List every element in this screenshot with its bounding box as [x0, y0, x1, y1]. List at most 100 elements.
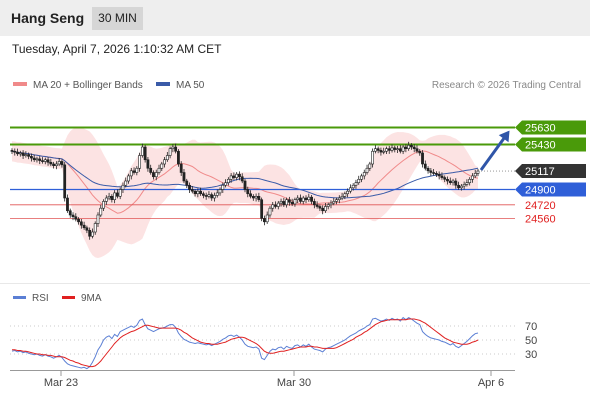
- candle-body: [268, 207, 272, 216]
- candle-body: [332, 201, 336, 204]
- candle-body: [371, 150, 374, 165]
- candle-body: [160, 163, 164, 169]
- candle-body: [321, 207, 325, 212]
- candle-body: [68, 210, 72, 216]
- level-label-25630: 25630: [525, 122, 556, 134]
- legend-ma20: MA 20 + Bollinger Bands: [13, 80, 143, 91]
- candle-body: [290, 201, 294, 205]
- candle-body: [454, 180, 458, 186]
- level-tag-bg-25630: [515, 120, 586, 135]
- candle-body: [135, 167, 139, 173]
- candle-body: [393, 147, 397, 150]
- candle-body: [434, 173, 438, 175]
- candle-body: [196, 190, 200, 195]
- candle-body: [349, 187, 352, 192]
- candle-body: [312, 201, 316, 206]
- candle-body: [260, 199, 264, 219]
- rsi-ma-swatch: [62, 295, 75, 299]
- candle-body: [132, 170, 136, 173]
- candle-body: [287, 199, 291, 203]
- candle-body: [79, 221, 83, 226]
- candle-body: [446, 179, 449, 182]
- candle-body: [188, 184, 191, 190]
- candle-body: [379, 150, 383, 153]
- candle-body: [129, 170, 133, 177]
- legend-rsi-ma: 9MA: [62, 293, 102, 304]
- candle-body: [410, 145, 413, 148]
- candle-body: [107, 196, 111, 199]
- level-tag-bg-24900: [515, 182, 586, 197]
- candle-body: [365, 167, 369, 173]
- level-tag-24900: 24900: [515, 182, 586, 197]
- candle-body: [71, 214, 75, 217]
- candle-body: [93, 223, 97, 233]
- candle-body: [30, 156, 33, 159]
- level-tag-25117: 25117: [515, 164, 586, 179]
- candle-body: [354, 182, 358, 186]
- candle-body: [265, 214, 269, 223]
- level-label-25430: 25430: [525, 139, 556, 151]
- candle-body: [190, 189, 194, 192]
- candle-body: [52, 163, 56, 166]
- chart-header: Hang Seng 30 MIN: [0, 0, 590, 36]
- candle-body: [60, 161, 64, 166]
- candle-body: [77, 218, 80, 223]
- rsi-tick-70: 70: [525, 321, 537, 333]
- ma20-label: MA 20 + Bollinger Bands: [33, 80, 143, 91]
- rsi-tick-30: 30: [525, 349, 537, 361]
- candle-body: [304, 197, 308, 200]
- candle-body: [326, 204, 330, 207]
- candle-body: [218, 189, 222, 194]
- candle-body: [243, 180, 247, 190]
- candle-body: [362, 172, 366, 177]
- candle-body: [113, 192, 117, 200]
- ma50-line: [11, 150, 479, 199]
- level-tag-bg-25430: [515, 137, 586, 152]
- candle-body: [221, 184, 225, 190]
- candle-body: [207, 194, 211, 197]
- rsi-tick-50: 50: [525, 335, 537, 347]
- candle-body: [201, 193, 205, 196]
- candle-body: [429, 170, 433, 173]
- candle-body: [299, 197, 302, 202]
- candle-body: [54, 163, 58, 166]
- candle-body: [310, 196, 313, 202]
- candle-body: [213, 195, 216, 199]
- candle-body: [229, 175, 233, 180]
- candle-body: [324, 206, 327, 212]
- candle-body: [96, 214, 100, 224]
- candle-body: [224, 182, 227, 186]
- candle-body: [274, 204, 277, 207]
- candle-body: [157, 167, 161, 173]
- candle-body: [315, 204, 319, 207]
- candle-body: [232, 175, 236, 178]
- candle-body: [124, 180, 128, 186]
- candle-body: [49, 162, 53, 165]
- candle-body: [457, 184, 460, 189]
- candle-body: [415, 148, 419, 152]
- candle-body: [473, 173, 477, 177]
- candle-body: [152, 172, 155, 178]
- candle-body: [282, 201, 286, 206]
- candle-body: [398, 148, 402, 152]
- candle-body: [179, 163, 183, 173]
- candle-body: [412, 146, 416, 149]
- candle-body: [174, 146, 178, 152]
- candle-body: [468, 179, 472, 184]
- instrument-title: Hang Seng: [11, 10, 85, 26]
- candle-body: [193, 190, 197, 195]
- ma50-label: MA 50: [176, 80, 205, 91]
- timeframe-badge[interactable]: 30 MIN: [92, 7, 143, 30]
- candle-body: [448, 180, 452, 183]
- forecast-arrow-head: [498, 130, 510, 143]
- candle-body: [257, 196, 261, 201]
- level-label-24560: 24560: [525, 213, 556, 225]
- rsi-series-9ma: [12, 318, 479, 368]
- candle-body: [146, 159, 150, 169]
- candle-body: [74, 216, 78, 220]
- candle-body: [27, 154, 31, 157]
- candle-body: [143, 146, 147, 161]
- candle-body: [168, 148, 172, 156]
- candle-body: [246, 189, 250, 195]
